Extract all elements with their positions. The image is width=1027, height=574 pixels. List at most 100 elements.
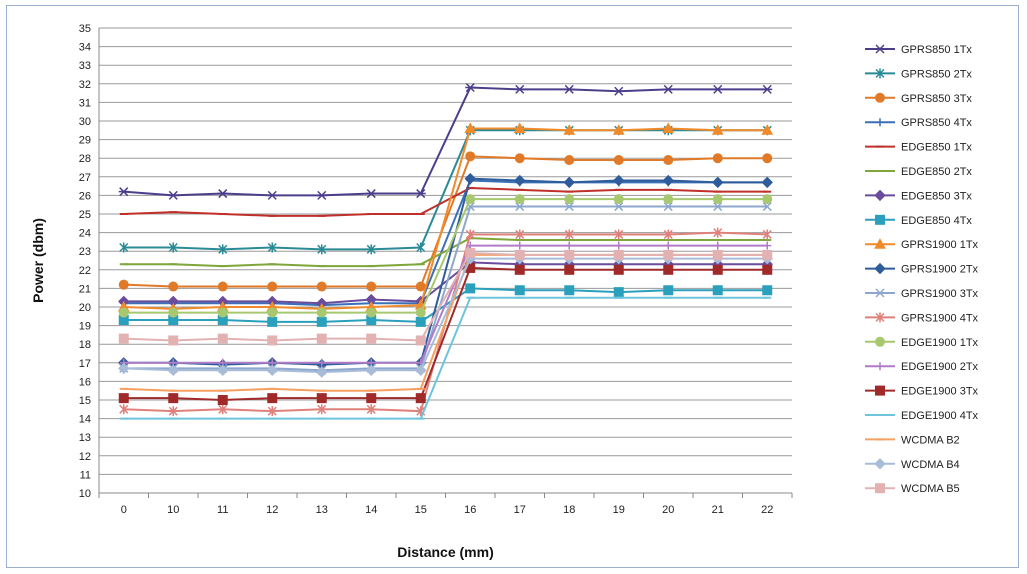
data-point	[514, 153, 525, 164]
data-point	[664, 241, 673, 250]
data-point	[218, 244, 228, 255]
series-gprs850-1tx	[118, 82, 773, 200]
y-axis-title: Power (dbm)	[30, 218, 46, 303]
data-point	[366, 393, 377, 404]
legend-label: GPRS1900 4Tx	[901, 312, 979, 324]
data-point	[267, 393, 278, 404]
gridlines	[98, 27, 793, 498]
y-tick-label: 30	[79, 116, 91, 128]
data-point	[266, 364, 278, 376]
data-point	[614, 229, 624, 240]
y-tick-label: 20	[79, 302, 91, 314]
series-wcdma-b5	[118, 248, 773, 346]
data-point	[613, 287, 624, 298]
y-tick-labels: 10 11 12 13 14 15 16 17 18 19 20 21 22 23 24 25 26 27 28 29…	[79, 23, 91, 500]
data-point	[614, 202, 624, 212]
data-point	[514, 194, 525, 205]
data-point	[762, 153, 773, 164]
data-point	[316, 281, 327, 292]
series-line	[123, 179, 768, 307]
series-line	[123, 244, 768, 364]
legend-item: EDGE850 4Tx	[865, 214, 972, 227]
x-tick-label: 18	[563, 504, 575, 516]
legend-item: GPRS850 2Tx	[865, 68, 972, 80]
data-point	[762, 249, 773, 260]
legend-label: GPRS1900 2Tx	[901, 264, 979, 276]
data-point	[514, 285, 525, 296]
x-tick-label: 19	[613, 504, 625, 516]
data-point	[663, 84, 674, 94]
data-point	[563, 124, 576, 135]
data-point	[663, 194, 674, 205]
y-tick-label: 21	[79, 283, 91, 295]
data-point	[316, 366, 328, 378]
x-tick-label: 21	[712, 504, 724, 516]
y-tick-label: 13	[79, 432, 91, 444]
data-point	[712, 264, 723, 275]
chart-frame: 10 11 12 13 14 15 16 17 18 19 20 21 22 23 24 25 26 27 28 29…	[6, 5, 1019, 568]
data-point	[712, 84, 723, 94]
data-point	[712, 194, 723, 205]
legend-item: EDGE1900 2Tx	[865, 361, 979, 373]
data-point	[465, 194, 476, 205]
data-point	[316, 307, 327, 318]
series-line	[123, 237, 768, 268]
series-edge1900-3tx	[118, 262, 773, 405]
data-point	[613, 174, 625, 187]
x-tick-label: 12	[266, 504, 278, 516]
data-point	[317, 244, 327, 255]
legend-item: WCDMA B2	[865, 434, 960, 446]
y-tick-label: 10	[79, 488, 91, 500]
x-tick-label: 20	[662, 504, 674, 516]
legend-label: GPRS850 1Tx	[901, 44, 972, 56]
legend-swatch-marker	[875, 68, 885, 79]
data-point	[118, 307, 129, 318]
legend-swatch-marker	[875, 483, 885, 494]
legend-item: GPRS850 3Tx	[865, 92, 972, 105]
data-point	[217, 189, 228, 199]
data-point	[118, 362, 130, 375]
series-gprs850-3tx	[118, 151, 773, 292]
data-point	[366, 281, 377, 292]
legend-item: EDGE1900 1Tx	[865, 336, 979, 349]
series-line	[123, 127, 768, 310]
data-point	[762, 202, 772, 212]
series-layer	[117, 82, 774, 420]
series-line	[123, 257, 768, 374]
y-tick-label: 33	[79, 60, 91, 72]
legend-swatch-marker	[875, 44, 885, 54]
data-point	[267, 307, 278, 318]
data-point	[118, 333, 129, 344]
data-point	[564, 155, 575, 166]
data-point	[761, 124, 774, 135]
data-point	[217, 364, 229, 376]
data-point	[168, 393, 179, 404]
data-point	[366, 244, 376, 255]
data-point	[415, 335, 426, 346]
data-point	[514, 249, 525, 260]
y-tick-label: 31	[79, 97, 91, 109]
y-tick-label: 32	[79, 79, 91, 91]
series-line	[123, 198, 768, 314]
data-point	[167, 364, 179, 376]
data-point	[613, 264, 624, 275]
series-line	[123, 177, 768, 366]
data-point	[713, 202, 723, 212]
data-point	[366, 333, 377, 344]
legend-item: GPRS1900 2Tx	[865, 262, 979, 276]
data-point	[515, 202, 525, 212]
data-point	[317, 358, 326, 367]
data-point	[762, 285, 773, 296]
data-point	[564, 84, 575, 94]
legend-swatch-marker	[875, 385, 885, 396]
legend-label: EDGE850 1Tx	[901, 142, 972, 154]
data-point	[365, 364, 377, 376]
legend-item: GPRS1900 1Tx	[865, 238, 979, 251]
legend-label: GPRS1900 3Tx	[901, 288, 979, 300]
legend-item: WCDMA B5	[865, 483, 960, 495]
legend-item: EDGE850 1Tx	[865, 142, 972, 154]
data-point	[762, 84, 773, 94]
legend-swatch-marker	[874, 262, 886, 275]
legend-label: EDGE1900 2Tx	[901, 361, 979, 373]
legend-label: EDGE1900 4Tx	[901, 410, 979, 422]
